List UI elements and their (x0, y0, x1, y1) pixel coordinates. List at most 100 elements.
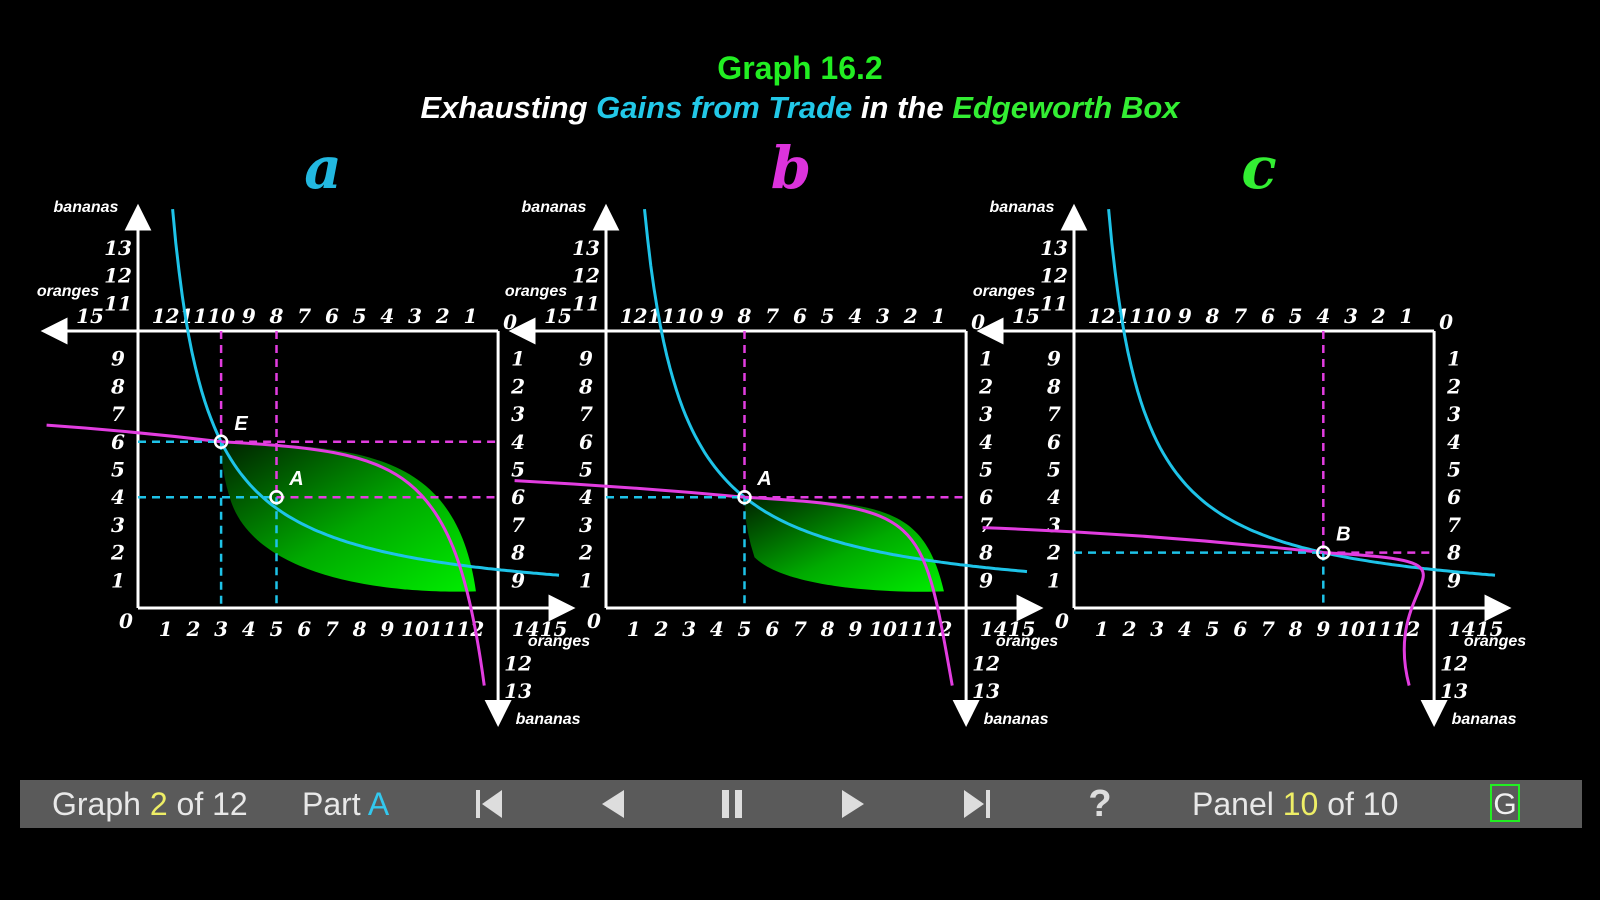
allocation-point (1316, 545, 1331, 560)
right-tick-label: 13 (972, 679, 1000, 703)
right-tick-label: 3 (511, 402, 525, 426)
y-tick-label: 13 (104, 236, 132, 260)
x-tick-label: 8 (352, 617, 367, 641)
panel-counter: Panel 10 of 10 (1192, 786, 1398, 823)
graph-counter: Graph 2 of 12 (52, 786, 248, 823)
right-tick-label: 9 (979, 568, 993, 592)
right-tick-label: 2 (978, 374, 993, 398)
y-tick-label: 7 (111, 402, 125, 426)
navigation-bar: Graph 2 of 12 Part A ? Panel 10 of 10 G (20, 780, 1582, 828)
top-tick-label: 10 (1143, 304, 1171, 328)
y-tick-label: 4 (579, 485, 593, 509)
right-tick-label: 4 (1447, 430, 1461, 454)
top-tick-label: 7 (765, 304, 779, 328)
graph-counter-prefix: Graph (52, 786, 150, 822)
right-tick-label: 7 (511, 513, 525, 537)
right-tick-label: 4 (511, 430, 525, 454)
origin-label: 0 (119, 609, 133, 633)
help-icon: ? (1088, 782, 1112, 825)
previous-button[interactable] (590, 786, 634, 822)
title-block: Graph 16.2 Exhausting Gains from Trade i… (0, 48, 1600, 128)
right-tick-label: 2 (1446, 374, 1461, 398)
first-icon (476, 790, 502, 818)
top-tick-label: 10 (207, 304, 235, 328)
right-tick-label: 1 (511, 347, 525, 371)
right-tick-label: 9 (1447, 568, 1461, 592)
y-tick-label: 5 (111, 458, 125, 482)
part-value: A (367, 786, 390, 822)
right-tick-label: 2 (510, 374, 525, 398)
y-tick-label: 1 (1047, 568, 1061, 592)
last-button[interactable] (956, 786, 1000, 822)
right-tick-label: 9 (511, 568, 525, 592)
y-axis-label: bananas (990, 199, 1055, 216)
right-tick-label: 7 (1447, 513, 1461, 537)
y-tick-label: 3 (579, 513, 593, 537)
x-tick-label: 6 (297, 617, 311, 641)
pause-button[interactable] (710, 786, 754, 822)
y-axis-label: bananas (54, 199, 119, 216)
right-tick-label: 3 (979, 402, 993, 426)
y-tick-label: 5 (579, 458, 593, 482)
y-tick-label: 12 (104, 264, 132, 288)
top-tick-label: 15 (76, 304, 104, 328)
x-tick-label: 14 (1448, 617, 1476, 641)
right-tick-label: 13 (1440, 679, 1468, 703)
x-tick-label: 4 (242, 617, 256, 641)
right-axis-label: bananas (984, 711, 1049, 728)
glossary-button[interactable]: G (1490, 784, 1520, 822)
right-tick-label: 8 (510, 541, 525, 565)
y-tick-label: 11 (1040, 291, 1068, 315)
top-tick-label: 2 (1371, 304, 1386, 328)
top-tick-label: 1 (463, 304, 477, 328)
help-button[interactable]: ? (1078, 783, 1122, 825)
top-tick-label: 8 (1205, 304, 1220, 328)
top-tick-label: 6 (325, 304, 339, 328)
graph-counter-current: 2 (149, 786, 168, 822)
right-tick-label: 12 (972, 651, 1000, 675)
right-tick-label: 1 (979, 347, 993, 371)
y-tick-label: 12 (572, 264, 600, 288)
top-tick-label: 12 (152, 304, 180, 328)
x-axis-label: oranges (996, 633, 1058, 650)
y-tick-label: 11 (104, 291, 132, 315)
y-tick-label: 12 (1040, 264, 1068, 288)
top-tick-label: 3 (876, 304, 890, 328)
x-tick-label: 3 (1150, 617, 1164, 641)
y-tick-label: 8 (578, 374, 593, 398)
first-button[interactable] (466, 786, 510, 822)
right-tick-label: 5 (511, 458, 525, 482)
point-label: A (756, 468, 771, 490)
right-tick-label: 6 (511, 485, 525, 509)
x-tick-label: 1 (159, 617, 173, 641)
x-tick-label: 7 (1261, 617, 1275, 641)
top-tick-label: 2 (903, 304, 918, 328)
y-tick-label: 2 (578, 541, 593, 565)
x-axis-label: oranges (528, 633, 590, 650)
y-tick-label: 2 (1046, 541, 1061, 565)
part-indicator: Part A (302, 786, 389, 823)
right-tick-label: 3 (1447, 402, 1461, 426)
top-axis-label: oranges (973, 283, 1035, 300)
top-tick-label: 6 (793, 304, 807, 328)
x-tick-label: 9 (848, 617, 862, 641)
x-tick-label: 3 (682, 617, 696, 641)
next-button[interactable] (832, 786, 876, 822)
top-tick-label: 7 (297, 304, 311, 328)
subtitle-part: Gains from Trade (596, 90, 853, 125)
right-tick-label: 6 (979, 485, 993, 509)
allocation-point (737, 489, 752, 505)
right-tick-label: 8 (1446, 541, 1461, 565)
y-tick-label: 9 (1047, 347, 1061, 371)
x-tick-label: 15 (540, 617, 568, 641)
x-axis-label: oranges (1464, 633, 1526, 650)
pause-icon (722, 790, 742, 818)
y-tick-label: 7 (579, 402, 593, 426)
x-tick-label: 2 (1121, 617, 1136, 641)
right-tick-label: 12 (504, 651, 532, 675)
person1-indifference-curve (171, 208, 560, 577)
right-tick-label: 13 (504, 679, 532, 703)
x-tick-label: 5 (738, 617, 752, 641)
y-tick-label: 8 (1046, 374, 1061, 398)
